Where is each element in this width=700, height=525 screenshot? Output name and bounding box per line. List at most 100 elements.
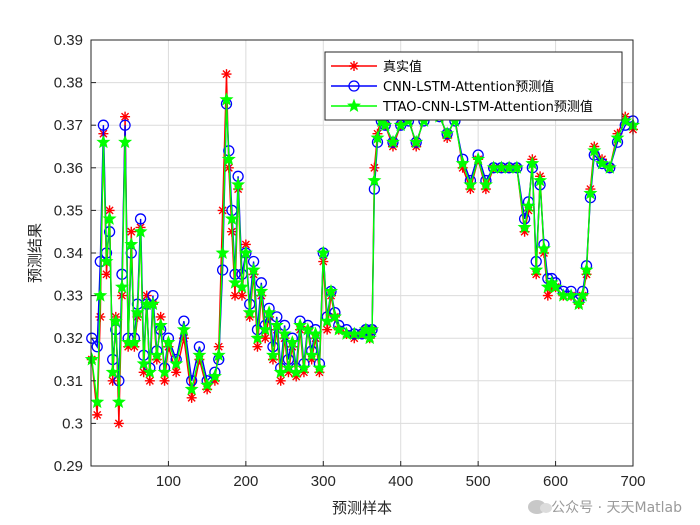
series-1-point xyxy=(523,205,534,216)
x-tick-label: 700 xyxy=(620,473,645,490)
y-axis-label: 预测结果 xyxy=(26,223,44,283)
series-3-point xyxy=(246,262,261,276)
series-1-point xyxy=(236,290,247,301)
series-1-point xyxy=(171,367,182,378)
series-3-point xyxy=(331,322,346,336)
series-3-point xyxy=(533,173,548,187)
series-3-point xyxy=(133,224,148,238)
series-1-point xyxy=(291,371,302,382)
series-3-point xyxy=(142,364,157,379)
series-3-point xyxy=(327,309,342,323)
y-tick-label: 0.31 xyxy=(54,373,83,390)
series-1-point xyxy=(275,375,286,386)
series-1-point xyxy=(519,226,530,237)
series-1-point xyxy=(209,375,220,386)
series-3-point xyxy=(378,117,393,132)
series-1-point xyxy=(107,375,118,386)
legend-label-3: TTAO-CNN-LSTM-Attention预测值 xyxy=(382,99,593,115)
series-1-point xyxy=(480,184,491,195)
series-1-point xyxy=(221,69,232,80)
series-3-point xyxy=(478,177,493,191)
series-1-point xyxy=(194,354,205,365)
series-1-point xyxy=(186,392,197,403)
series-3-point xyxy=(610,130,625,144)
series-3-point xyxy=(575,288,590,302)
series-3-point xyxy=(463,177,478,191)
series-2-point xyxy=(86,332,98,344)
series-1-point xyxy=(120,111,131,122)
series-3-point xyxy=(440,126,455,140)
series-1-point xyxy=(92,409,103,420)
series-2-point xyxy=(97,119,110,131)
series-3-point xyxy=(84,352,99,366)
series-3-point xyxy=(362,330,377,345)
series-2-point xyxy=(134,213,147,225)
series-3-point xyxy=(153,318,168,332)
series-3-point xyxy=(127,335,142,349)
series-3-point xyxy=(105,364,120,379)
series-3-point xyxy=(323,283,338,298)
series-1-point xyxy=(322,324,333,335)
series-3-point xyxy=(176,322,191,336)
series-3-point xyxy=(102,211,117,225)
y-tick-label: 0.39 xyxy=(54,32,83,49)
series-1-point xyxy=(141,290,152,301)
series-3-point xyxy=(367,173,382,187)
series-3 xyxy=(84,92,640,409)
series-3-point xyxy=(108,313,123,328)
x-axis-label: 预测样本 xyxy=(332,499,392,517)
series-1-point xyxy=(267,354,278,365)
series-3-point xyxy=(115,279,130,293)
series-3-point xyxy=(93,288,108,302)
series-3-point xyxy=(602,160,617,174)
series-1-point xyxy=(202,384,213,395)
series-1-point xyxy=(306,354,317,365)
series-3-point xyxy=(238,245,253,259)
series-3-point xyxy=(548,279,563,293)
series-3-point xyxy=(525,156,540,170)
series-3-point xyxy=(529,262,544,276)
series-3-point xyxy=(386,134,401,149)
series-1-point xyxy=(138,367,149,378)
series-1-point xyxy=(442,132,453,143)
y-tick-label: 0.35 xyxy=(54,202,83,219)
series-3-point xyxy=(579,262,594,276)
series-3-point xyxy=(215,245,230,259)
series-3-point xyxy=(564,288,578,302)
axes: 100 200 300 400 500 600 700 0.29 0.3 0.31 0.32 0.33… xyxy=(54,32,646,490)
series-3-point xyxy=(118,134,133,149)
series-3-point xyxy=(90,394,105,409)
series-3-point xyxy=(221,151,236,166)
series-3-point xyxy=(304,347,319,362)
series-3-point xyxy=(231,177,246,191)
series-3-point xyxy=(300,322,315,336)
y-tick-label: 0.29 xyxy=(54,458,83,475)
series-1-point xyxy=(155,311,166,322)
series-3-point xyxy=(235,279,250,293)
series-1-point xyxy=(159,375,170,386)
series-3-point xyxy=(594,156,609,170)
y-tick-label: 0.36 xyxy=(54,160,83,177)
series-3-point xyxy=(242,305,257,319)
series-1-point xyxy=(101,269,112,280)
series-3-point xyxy=(184,381,199,396)
watermark: 公众号 · 天天Matlab xyxy=(528,497,682,517)
series-2-point xyxy=(91,341,103,353)
series-3-point xyxy=(161,335,176,349)
series-3-point xyxy=(146,296,160,311)
series-3-point xyxy=(124,237,139,251)
series-1-point xyxy=(123,341,134,352)
series-1-point xyxy=(104,205,115,216)
series-1-point xyxy=(283,367,294,378)
series-3-point xyxy=(250,330,265,345)
series-3-point xyxy=(277,326,292,340)
x-tick-label: 600 xyxy=(543,473,568,490)
x-tick-label: 100 xyxy=(156,473,181,490)
series-3-point xyxy=(521,198,536,213)
series-3-point xyxy=(269,318,284,332)
y-tick-label: 0.38 xyxy=(54,75,83,92)
series-3-point xyxy=(262,305,277,319)
series-3-point xyxy=(157,364,172,379)
series-3-point xyxy=(224,211,239,225)
legend-marker-1 xyxy=(349,61,359,71)
